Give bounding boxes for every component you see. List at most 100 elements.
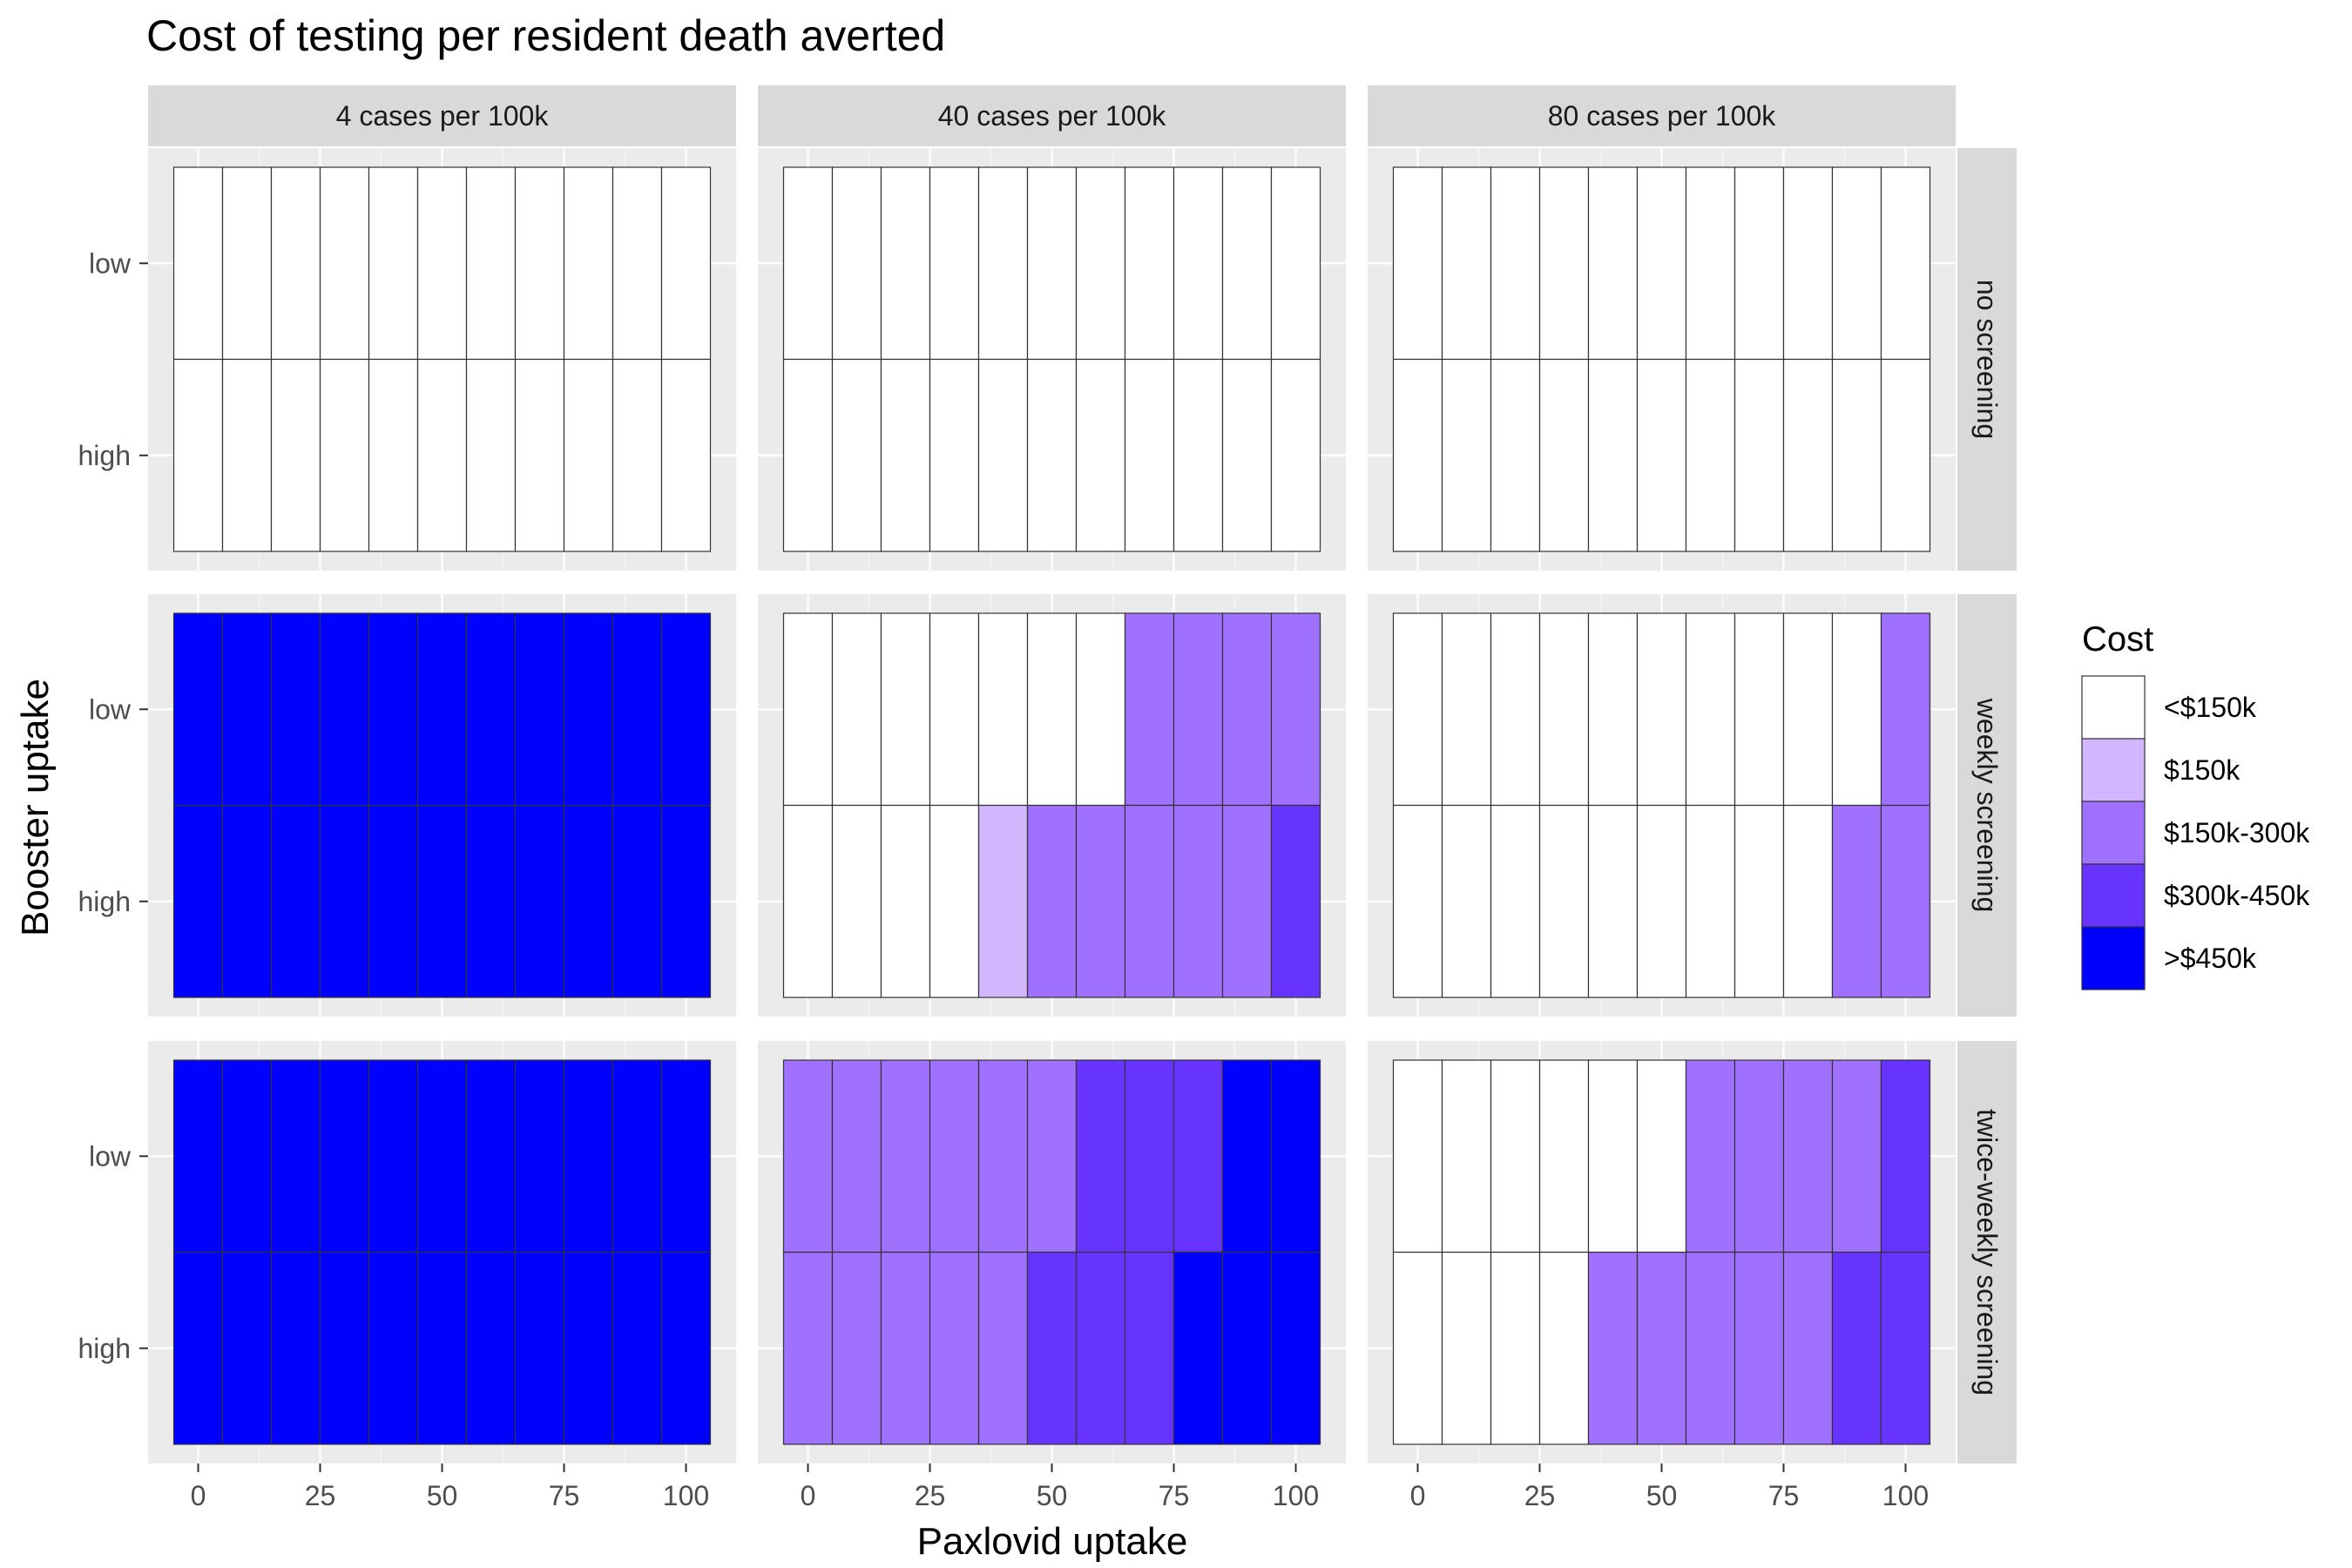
x-tick-label: 50 xyxy=(1646,1480,1678,1511)
heatmap-tile xyxy=(1223,1060,1272,1253)
heatmap-tile xyxy=(1443,1060,1491,1253)
legend-label: $150k xyxy=(2164,754,2240,786)
heatmap-tile xyxy=(1223,167,1272,360)
heatmap-tile xyxy=(1638,806,1686,998)
heatmap-tile xyxy=(930,1253,979,1445)
legend-item: >$450k xyxy=(2082,927,2257,990)
facet-panel xyxy=(758,594,1346,1017)
x-tick-label: 0 xyxy=(1410,1480,1426,1511)
x-tick-label: 25 xyxy=(305,1480,336,1511)
heatmap-tile xyxy=(930,167,979,360)
heatmap-tile xyxy=(1272,1253,1321,1445)
heatmap-tile xyxy=(613,806,662,998)
heatmap-tile xyxy=(1174,1060,1223,1253)
heatmap-tile xyxy=(1491,167,1540,360)
heatmap-tile xyxy=(930,360,979,552)
heatmap-tile xyxy=(467,613,516,806)
heatmap-tile xyxy=(1882,1060,1930,1253)
heatmap-tile xyxy=(784,1060,833,1253)
legend-label: <$150k xyxy=(2164,692,2257,723)
heatmap-tile xyxy=(1735,1060,1784,1253)
heatmap-tile xyxy=(1540,360,1589,552)
x-tick-label: 50 xyxy=(427,1480,458,1511)
heatmap-tile xyxy=(272,1060,321,1253)
heatmap-tile xyxy=(1540,806,1589,998)
heatmap-tile xyxy=(1394,806,1443,998)
heatmap-tile xyxy=(1272,360,1321,552)
heatmap-tile xyxy=(1882,360,1930,552)
heatmap-tile xyxy=(613,1060,662,1253)
heatmap-tile xyxy=(1638,1253,1686,1445)
y-tick-label: low xyxy=(89,247,132,279)
heatmap-tile xyxy=(1735,360,1784,552)
heatmap-tile xyxy=(1174,167,1223,360)
heatmap-tile xyxy=(174,806,223,998)
heatmap-tile xyxy=(1540,1060,1589,1253)
heatmap-tile xyxy=(1589,1060,1638,1253)
heatmap-tile xyxy=(369,167,418,360)
facet-column-label: 40 cases per 100k xyxy=(938,100,1167,132)
heatmap-tile xyxy=(516,360,564,552)
heatmap-tile xyxy=(174,613,223,806)
heatmap-tile xyxy=(1491,1253,1540,1445)
y-tick-label: low xyxy=(89,693,132,725)
heatmap-tile xyxy=(272,806,321,998)
x-axis-title: Paxlovid uptake xyxy=(917,1520,1188,1563)
heatmap-tile xyxy=(1638,613,1686,806)
facet-panel: low high xyxy=(78,148,737,571)
heatmap-tile xyxy=(1174,360,1223,552)
x-tick-label: 100 xyxy=(1273,1480,1319,1511)
heatmap-tile xyxy=(1882,613,1930,806)
y-tick-label: high xyxy=(78,440,132,471)
heatmap-tile xyxy=(1125,360,1174,552)
heatmap-tile xyxy=(1491,1060,1540,1253)
heatmap-tile xyxy=(833,167,882,360)
heatmap-tile xyxy=(418,360,467,552)
heatmap-tile xyxy=(833,613,882,806)
facet-panel: 0 25 50 75 100 xyxy=(1368,1041,1956,1511)
heatmap-tile xyxy=(1735,167,1784,360)
heatmap-tile xyxy=(369,1060,418,1253)
heatmap-tile xyxy=(1540,613,1589,806)
facet-row-label: no screening xyxy=(1971,280,2003,439)
heatmap-tile xyxy=(321,613,369,806)
heatmap-tile xyxy=(223,167,272,360)
facet-column-label: 80 cases per 100k xyxy=(1548,100,1777,132)
heatmap-tile xyxy=(369,806,418,998)
heatmap-tile xyxy=(369,1253,418,1445)
heatmap-tile xyxy=(1686,806,1735,998)
heatmap-tile xyxy=(1174,1253,1223,1445)
heatmap-tile xyxy=(223,360,272,552)
heatmap-tile xyxy=(1784,1253,1833,1445)
x-tick-label: 75 xyxy=(1768,1480,1800,1511)
heatmap-tile xyxy=(784,167,833,360)
legend-label: $300k-450k xyxy=(2164,880,2310,911)
legend-item: $150k xyxy=(2082,739,2240,801)
heatmap-tile xyxy=(272,613,321,806)
heatmap-tile xyxy=(1394,1060,1443,1253)
heatmap-tile xyxy=(321,1060,369,1253)
heatmap-tile xyxy=(564,1060,613,1253)
heatmap-tile xyxy=(1589,1253,1638,1445)
heatmap-tile xyxy=(564,1253,613,1445)
legend-title: Cost xyxy=(2082,620,2153,659)
heatmap-tile xyxy=(1589,360,1638,552)
heatmap-tile xyxy=(1686,613,1735,806)
heatmap-tile xyxy=(1077,806,1125,998)
heatmap-tile xyxy=(1833,167,1882,360)
heatmap-tile xyxy=(1125,1253,1174,1445)
heatmap-tile xyxy=(784,613,833,806)
heatmap-tile xyxy=(418,1253,467,1445)
heatmap-tile xyxy=(930,806,979,998)
heatmap-tile xyxy=(1833,806,1882,998)
x-tick-label: 75 xyxy=(549,1480,580,1511)
heatmap-tile xyxy=(516,167,564,360)
heatmap-tile xyxy=(1686,1060,1735,1253)
heatmap-tile xyxy=(1784,360,1833,552)
heatmap-tile xyxy=(272,167,321,360)
heatmap-tile xyxy=(223,806,272,998)
heatmap-tile xyxy=(1443,613,1491,806)
legend-label: $150k-300k xyxy=(2164,817,2310,848)
heatmap-tile xyxy=(1784,1060,1833,1253)
